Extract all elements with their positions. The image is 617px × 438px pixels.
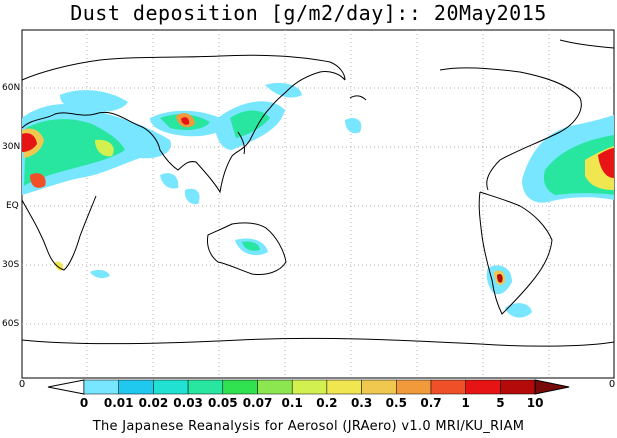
colorbar-tick-label: 5 xyxy=(496,396,505,410)
colorbar-segment xyxy=(291,379,328,395)
colorbar-segment xyxy=(222,379,258,395)
colorbar-segment xyxy=(83,379,119,395)
coastlines xyxy=(21,39,615,347)
colorbar-tick-label: 0.05 xyxy=(207,396,238,410)
colorbar-tick-label: 0.2 xyxy=(316,396,338,410)
lat-label-60s: 60S xyxy=(2,319,20,329)
colorbar-tick-label: 1 xyxy=(461,396,470,410)
colorbar-tick-label: 0 xyxy=(79,396,89,410)
colorbar-tick-label: 0.01 xyxy=(103,396,134,410)
colorbar-tick-label: 0.3 xyxy=(350,396,373,410)
colorbar-segment xyxy=(361,379,397,395)
colorbar-segment xyxy=(465,379,501,395)
colorbar xyxy=(47,379,570,395)
colorbar-segment xyxy=(187,379,224,395)
grid-lines xyxy=(22,30,614,378)
world-map xyxy=(21,29,615,379)
colorbar-segment xyxy=(500,379,536,395)
colorbar-under-triangle xyxy=(47,379,85,395)
map-frame xyxy=(21,29,615,379)
lat-label-30n: 30N xyxy=(2,142,21,152)
colorbar-segment xyxy=(257,379,293,395)
colorbar-end-label-right: 0 xyxy=(608,379,616,390)
dust-deposition-field xyxy=(22,82,614,318)
colorbar-tick-label: 10 xyxy=(526,396,544,410)
lat-label-eq: EQ xyxy=(6,201,19,211)
colorbar-segment xyxy=(396,379,432,395)
colorbar-segment xyxy=(153,379,189,395)
colorbar-tick-label: 0.7 xyxy=(420,396,442,410)
colorbar-tick-label: 0.1 xyxy=(281,396,303,410)
colorbar-segment xyxy=(118,379,154,395)
credit-line: The Japanese Reanalysis for Aerosol (JRA… xyxy=(92,419,525,434)
colorbar-over-triangle xyxy=(534,379,570,395)
lat-label-30s: 30S xyxy=(2,260,20,270)
colorbar-segment xyxy=(326,379,362,395)
colorbar-end-label-left: 0 xyxy=(18,379,26,390)
colorbar-tick-label: 0.5 xyxy=(385,396,407,410)
lat-label-60n: 60N xyxy=(2,83,21,93)
colorbar-segment xyxy=(430,379,466,395)
colorbar-tick-label: 0.07 xyxy=(242,396,273,410)
colorbar-tick-label: 0.02 xyxy=(138,396,169,410)
map-title: Dust deposition [g/m2/day]:: 20May2015 xyxy=(70,1,547,25)
colorbar-tick-label: 0.03 xyxy=(173,396,203,410)
